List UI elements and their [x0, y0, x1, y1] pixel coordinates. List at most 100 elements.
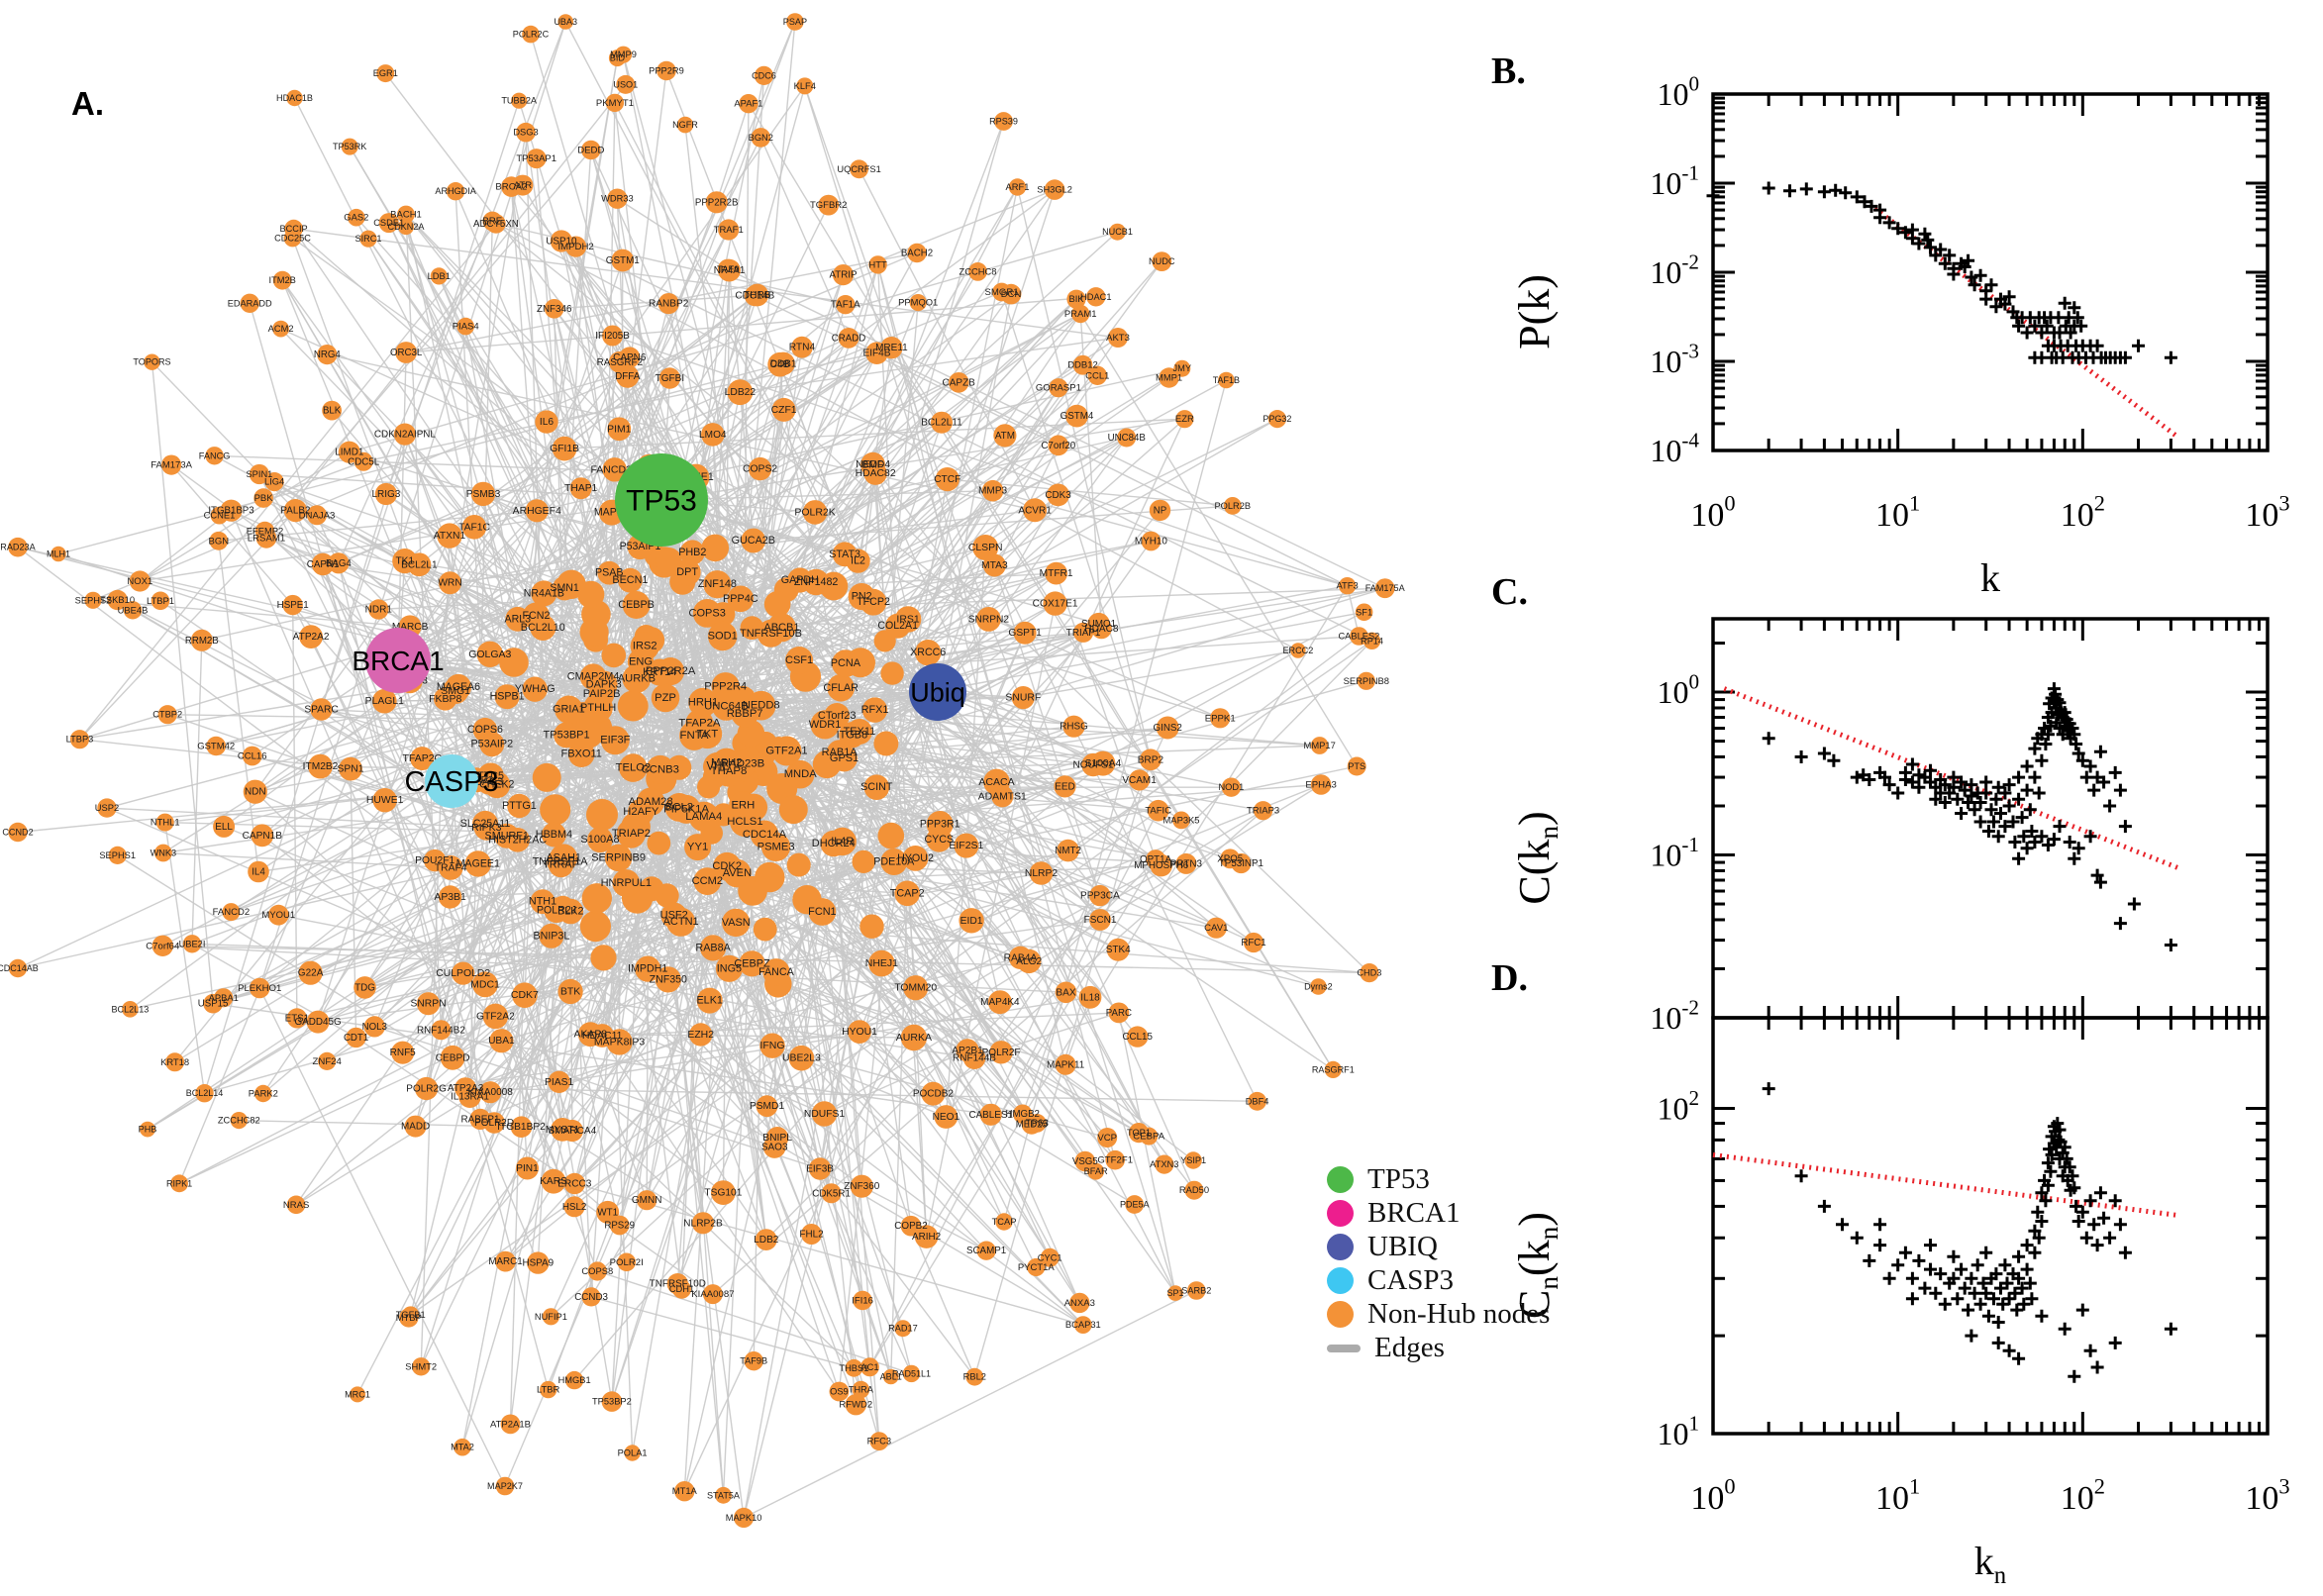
svg-text:LDB1: LDB1 [428, 270, 451, 281]
svg-text:MLH1: MLH1 [47, 549, 70, 559]
svg-text:ADAMTS1: ADAMTS1 [978, 791, 1027, 802]
svg-text:RPS39: RPS39 [989, 117, 1018, 127]
svg-text:HYOU1: HYOU1 [842, 1027, 877, 1038]
svg-text:UBE2L3: UBE2L3 [782, 1053, 821, 1064]
svg-text:KRT18: KRT18 [160, 1056, 189, 1067]
svg-text:FKBP8: FKBP8 [429, 693, 461, 705]
svg-text:CDH1: CDH1 [669, 1284, 694, 1294]
svg-text:KRT14: KRT14 [643, 666, 676, 678]
svg-text:ELL: ELL [215, 822, 233, 833]
svg-text:KLF4: KLF4 [794, 81, 816, 91]
svg-text:MARC1: MARC1 [488, 1256, 522, 1267]
svg-text:SNRPN: SNRPN [410, 999, 446, 1010]
svg-text:TP53AP1: TP53AP1 [516, 153, 556, 164]
svg-text:THRA: THRA [849, 1385, 874, 1395]
svg-text:HSPE1: HSPE1 [277, 600, 309, 611]
svg-text:BLK2: BLK2 [557, 906, 583, 918]
svg-text:NR4A1: NR4A1 [714, 265, 746, 276]
svg-text:PIN1: PIN1 [516, 1163, 539, 1174]
svg-text:WT1: WT1 [597, 1207, 618, 1218]
svg-text:CTorf23: CTorf23 [818, 710, 857, 722]
svg-text:TRIAP1: TRIAP1 [1066, 628, 1101, 639]
y-tick-labels: 10-2 10-1 100 [1650, 670, 1699, 1036]
svg-text:SERPINB8: SERPINB8 [1344, 675, 1389, 686]
legend-label: TP53 [1367, 1163, 1430, 1195]
svg-text:CSDE1: CSDE1 [373, 218, 404, 228]
svg-text:SMARCA4: SMARCA4 [548, 1126, 596, 1137]
svg-text:GADD45G: GADD45G [294, 1017, 341, 1028]
svg-text:TCAP: TCAP [992, 1217, 1017, 1227]
svg-text:PPP3CA: PPP3CA [1080, 891, 1120, 902]
svg-text:GSPT1: GSPT1 [1008, 628, 1042, 639]
svg-text:POLR2C: POLR2C [513, 30, 550, 40]
y-tick-labels: 101 102 [1657, 1086, 1699, 1451]
svg-text:EZH2: EZH2 [687, 1030, 714, 1041]
svg-text:TRAF4: TRAF4 [435, 862, 467, 873]
svg-text:OS9: OS9 [830, 1387, 849, 1397]
svg-text:APAF1: APAF1 [734, 98, 762, 109]
svg-text:RP14: RP14 [1361, 636, 1383, 646]
svg-text:VHL: VHL [706, 760, 729, 772]
svg-text:POLR2G: POLR2G [406, 1084, 447, 1095]
svg-text:CZF1: CZF1 [771, 405, 797, 416]
svg-text:CEBPZ: CEBPZ [734, 957, 770, 969]
svg-text:PZP: PZP [655, 692, 676, 704]
svg-text:STAT3: STAT3 [829, 549, 860, 560]
svg-text:HTT: HTT [868, 259, 887, 270]
svg-text:CABLES2: CABLES2 [1338, 632, 1379, 642]
svg-text:USF2: USF2 [660, 910, 688, 922]
svg-text:BRCA1: BRCA1 [352, 646, 444, 676]
svg-text:RHSG: RHSG [1060, 722, 1088, 733]
svg-text:CEBPD: CEBPD [436, 1052, 470, 1063]
svg-text:ITGB1BP3: ITGB1BP3 [208, 506, 253, 517]
svg-text:HRH1: HRH1 [688, 697, 718, 709]
svg-text:TELO2: TELO2 [616, 762, 651, 774]
panel-a-label: A. [71, 85, 104, 122]
svg-text:PDE10A: PDE10A [873, 856, 915, 868]
svg-text:ELK1: ELK1 [696, 995, 722, 1007]
svg-text:WNK3: WNK3 [151, 848, 177, 858]
svg-text:IFI16: IFI16 [852, 1296, 873, 1307]
svg-text:AKAP8: AKAP8 [574, 1030, 608, 1041]
svg-text:Ubiq: Ubiq [910, 677, 965, 707]
svg-text:BCL2L14: BCL2L14 [186, 1088, 224, 1098]
hub-nodes: TP53 BRCA1 Ubiq CASP3 [352, 453, 966, 808]
svg-text:HMGB2: HMGB2 [1005, 1109, 1039, 1120]
svg-text:GAPDH: GAPDH [781, 574, 819, 586]
svg-text:CAPN6: CAPN6 [613, 352, 647, 363]
svg-text:TP53BP1: TP53BP1 [544, 729, 590, 741]
svg-text:AURKA: AURKA [896, 1032, 932, 1044]
svg-text:IFNG: IFNG [759, 1040, 784, 1051]
svg-text:HDAC1: HDAC1 [1080, 292, 1112, 302]
svg-text:ASAH1: ASAH1 [546, 852, 580, 864]
svg-text:TTC5: TTC5 [477, 770, 504, 782]
casp3-dot-icon [1327, 1267, 1354, 1294]
svg-text:ORC3L: ORC3L [390, 348, 423, 358]
svg-text:COPS6: COPS6 [467, 724, 503, 736]
svg-text:CDK7: CDK7 [511, 989, 539, 1001]
svg-text:ENG: ENG [629, 656, 653, 668]
svg-text:BGN: BGN [209, 536, 230, 547]
svg-text:UQCRFS1: UQCRFS1 [837, 164, 880, 174]
svg-text:UBA1: UBA1 [488, 1036, 515, 1047]
chart-panel-c: 10-2 10-1 100 C(kn) [1510, 617, 2270, 1036]
svg-text:101: 101 [1657, 1412, 1699, 1451]
svg-text:PSAP: PSAP [783, 17, 807, 27]
svg-text:ARHGDIA: ARHGDIA [435, 186, 476, 196]
svg-text:EIF3B: EIF3B [806, 1164, 834, 1175]
svg-text:THAP8: THAP8 [711, 765, 748, 777]
svg-text:CMAP2M4: CMAP2M4 [567, 671, 620, 683]
svg-text:COPB2: COPB2 [894, 1221, 927, 1232]
svg-text:ATM: ATM [995, 431, 1015, 442]
svg-text:STAT5A: STAT5A [707, 1490, 741, 1500]
svg-text:BRE: BRE [482, 216, 502, 227]
svg-text:ATR: ATR [514, 180, 533, 191]
tp53-dot-icon [1327, 1166, 1354, 1193]
svg-text:USP10: USP10 [546, 237, 577, 248]
svg-text:BCL2L13: BCL2L13 [111, 1004, 149, 1014]
svg-text:PSAB: PSAB [595, 567, 624, 579]
svg-text:S100A8: S100A8 [580, 834, 619, 846]
panel-c-label: C. [1491, 571, 1528, 613]
svg-text:DFFA: DFFA [615, 371, 641, 382]
legend-label: BRCA1 [1367, 1197, 1461, 1229]
